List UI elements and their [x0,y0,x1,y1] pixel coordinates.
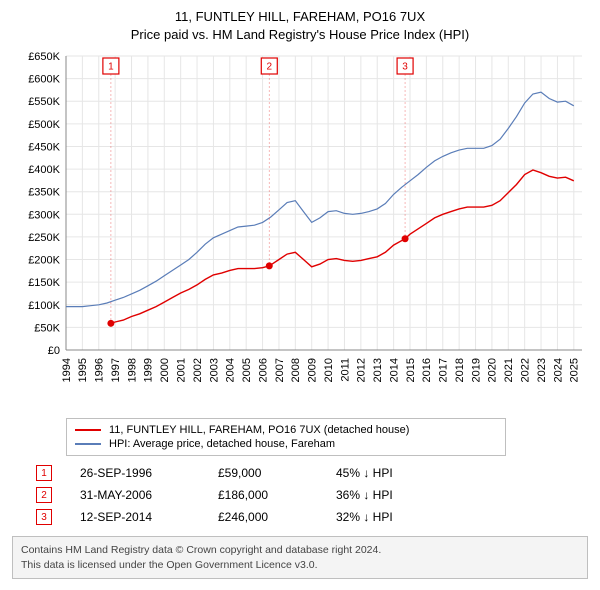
event-marker-box: 2 [36,487,52,503]
svg-text:2012: 2012 [356,358,368,382]
svg-text:£500K: £500K [28,119,60,131]
legend-row: 11, FUNTLEY HILL, FAREHAM, PO16 7UX (det… [75,423,497,437]
svg-text:2014: 2014 [388,358,400,382]
svg-text:£150K: £150K [28,278,60,290]
svg-text:2010: 2010 [323,358,335,382]
event-marker-box: 1 [36,465,52,481]
svg-text:1997: 1997 [110,358,122,382]
svg-text:£450K: £450K [28,142,60,154]
svg-text:3: 3 [402,62,408,73]
svg-text:2001: 2001 [176,358,188,382]
svg-text:£350K: £350K [28,187,60,199]
svg-text:2019: 2019 [470,358,482,382]
svg-text:2008: 2008 [290,358,302,382]
event-diff: 36% ↓ HPI [336,488,446,502]
events-table: 1 26-SEP-1996 £59,000 45% ↓ HPI 2 31-MAY… [36,462,588,528]
event-row: 2 31-MAY-2006 £186,000 36% ↓ HPI [36,484,588,506]
svg-text:2016: 2016 [421,358,433,382]
svg-text:1: 1 [108,62,114,73]
svg-text:£200K: £200K [28,255,60,267]
chart-plot: £0 £50K £100K £150K £200K £250K £300K £350K £400… [12,50,588,410]
svg-text:£600K: £600K [28,74,60,86]
svg-text:£50K: £50K [34,323,60,335]
svg-text:£0: £0 [48,345,60,357]
svg-text:2003: 2003 [208,358,220,382]
title-line-2: Price paid vs. HM Land Registry's House … [12,26,588,44]
event-row: 1 26-SEP-1996 £59,000 45% ↓ HPI [36,462,588,484]
event-date: 12-SEP-2014 [80,510,190,524]
svg-text:2025: 2025 [569,358,581,382]
svg-text:£400K: £400K [28,164,60,176]
svg-text:£100K: £100K [28,300,60,312]
svg-text:2004: 2004 [225,358,237,382]
svg-text:2015: 2015 [405,358,417,382]
event-price: £59,000 [218,466,308,480]
svg-text:1998: 1998 [126,358,138,382]
legend-swatch-red [75,429,101,431]
svg-text:2000: 2000 [159,358,171,382]
title-line-1: 11, FUNTLEY HILL, FAREHAM, PO16 7UX [12,8,588,26]
title-block: 11, FUNTLEY HILL, FAREHAM, PO16 7UX Pric… [12,8,588,44]
svg-text:1995: 1995 [77,358,89,382]
svg-text:1994: 1994 [61,358,73,382]
legend-label: HPI: Average price, detached house, Fare… [109,438,335,450]
svg-text:£550K: £550K [28,97,60,109]
svg-text:2005: 2005 [241,358,253,382]
svg-text:1999: 1999 [143,358,155,382]
svg-text:2006: 2006 [257,358,269,382]
footer-attribution: Contains HM Land Registry data © Crown c… [12,536,588,578]
legend-swatch-blue [75,443,101,445]
legend-row: HPI: Average price, detached house, Fare… [75,437,497,451]
svg-text:£250K: £250K [28,232,60,244]
footer-line: This data is licensed under the Open Gov… [21,558,579,572]
svg-text:£650K: £650K [28,51,60,63]
chart-container: 11, FUNTLEY HILL, FAREHAM, PO16 7UX Pric… [0,0,600,587]
svg-text:1996: 1996 [94,358,106,382]
legend-label: 11, FUNTLEY HILL, FAREHAM, PO16 7UX (det… [109,424,409,436]
event-diff: 45% ↓ HPI [336,466,446,480]
legend-box: 11, FUNTLEY HILL, FAREHAM, PO16 7UX (det… [66,418,506,456]
event-price: £246,000 [218,510,308,524]
svg-text:2007: 2007 [274,358,286,382]
svg-text:2017: 2017 [438,358,450,382]
svg-text:2002: 2002 [192,358,204,382]
svg-text:2018: 2018 [454,358,466,382]
svg-text:2022: 2022 [520,358,532,382]
event-date: 26-SEP-1996 [80,466,190,480]
svg-text:2023: 2023 [536,358,548,382]
event-price: £186,000 [218,488,308,502]
svg-text:£300K: £300K [28,210,60,222]
event-diff: 32% ↓ HPI [336,510,446,524]
svg-text:2011: 2011 [339,358,351,382]
event-date: 31-MAY-2006 [80,488,190,502]
event-marker-box: 3 [36,509,52,525]
footer-line: Contains HM Land Registry data © Crown c… [21,543,579,557]
svg-text:2: 2 [267,62,273,73]
svg-text:2021: 2021 [503,358,515,382]
event-row: 3 12-SEP-2014 £246,000 32% ↓ HPI [36,506,588,528]
svg-text:2009: 2009 [307,358,319,382]
chart-svg: £0 £50K £100K £150K £200K £250K £300K £350K £400… [12,50,588,410]
svg-text:2013: 2013 [372,358,384,382]
svg-text:2020: 2020 [487,358,499,382]
svg-text:2024: 2024 [552,358,564,382]
